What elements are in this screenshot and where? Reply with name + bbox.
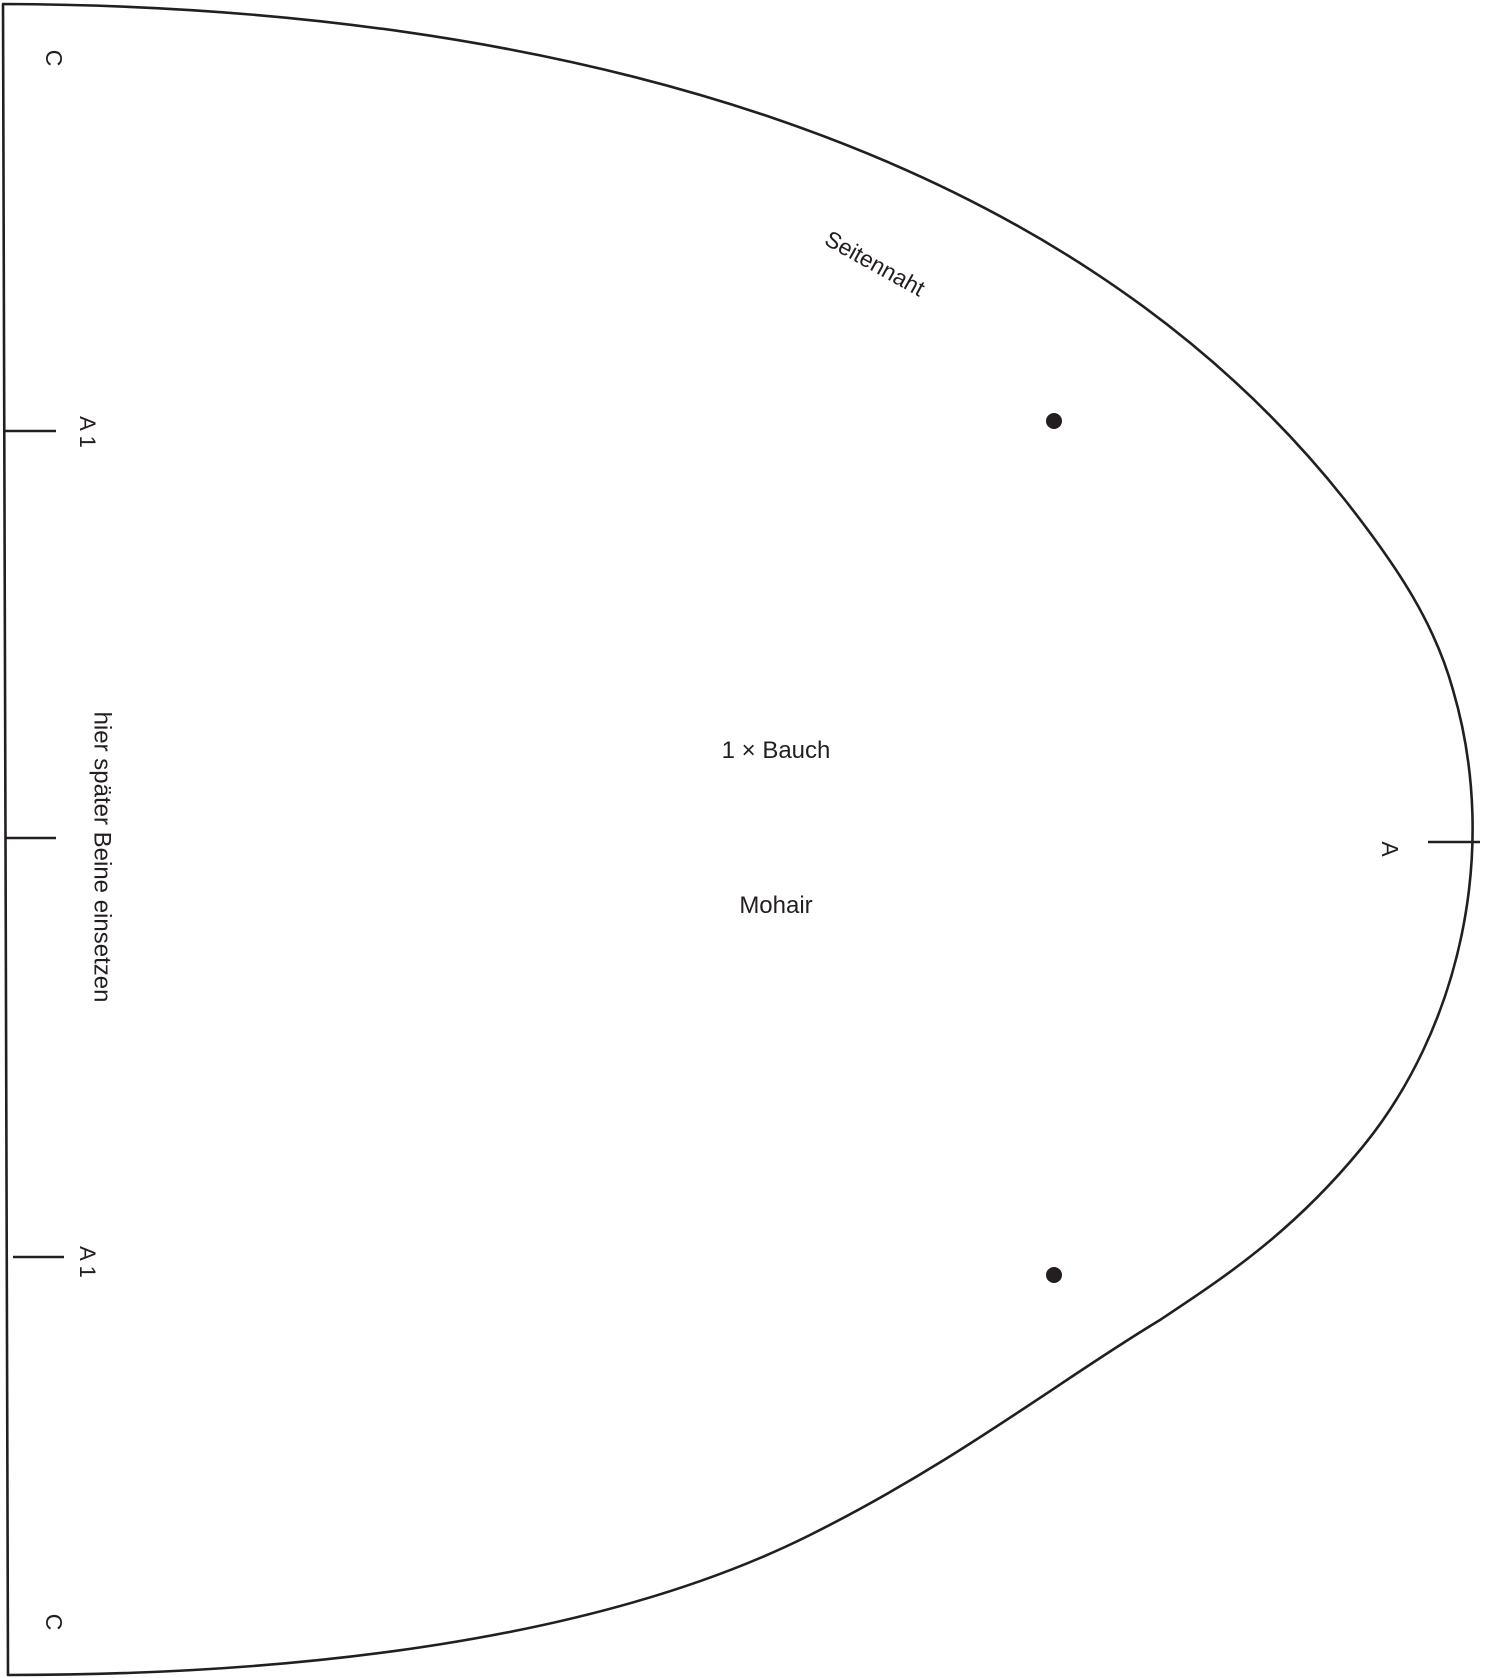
placement-dot-upper (1046, 413, 1062, 429)
placement-dot-lower (1046, 1267, 1062, 1283)
piece-label: 1 × Bauch (722, 737, 831, 764)
marker-a-right: A (1377, 841, 1403, 857)
material-label: Mohair (739, 892, 812, 919)
marker-a1-upper: A 1 (75, 416, 100, 448)
leg-insertion-note: hier später Beine einsetzen (89, 712, 116, 1003)
marker-c-top: C (41, 50, 67, 67)
marker-a1-lower: A 1 (75, 1246, 100, 1278)
seam-label: Seitennaht (821, 225, 930, 301)
marker-c-bottom: C (41, 1614, 67, 1631)
